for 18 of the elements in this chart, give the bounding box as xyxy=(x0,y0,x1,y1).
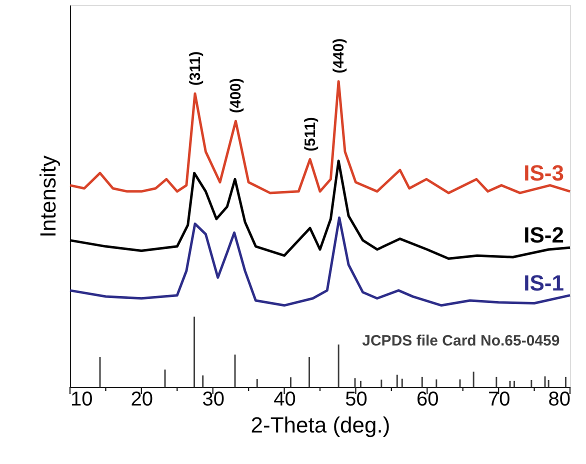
x-axis-title: 2-Theta (deg.) xyxy=(250,412,390,438)
annotation: (440) xyxy=(330,38,348,74)
x-tick-label: 40 xyxy=(274,388,296,410)
x-tick-label: 10 xyxy=(70,388,93,410)
annotation: (311) xyxy=(187,51,204,86)
x-tick-label: 60 xyxy=(416,388,439,410)
x-tick-label: 70 xyxy=(488,388,510,410)
series-label: IS-2 xyxy=(524,222,564,248)
x-tick-label: 80 xyxy=(548,388,570,410)
y-axis-title: Intensity xyxy=(36,156,60,238)
series-label: IS-3 xyxy=(524,160,564,186)
x-tick-label: 20 xyxy=(130,388,154,410)
annotation: (400) xyxy=(228,78,245,114)
x-tick-label: 30 xyxy=(202,388,224,410)
x-tick-label: 50 xyxy=(345,388,368,410)
series-label: JCPDS file Card No.65-0459 xyxy=(362,332,560,350)
annotation: (511) xyxy=(302,117,319,152)
series-label: IS-1 xyxy=(524,270,564,296)
